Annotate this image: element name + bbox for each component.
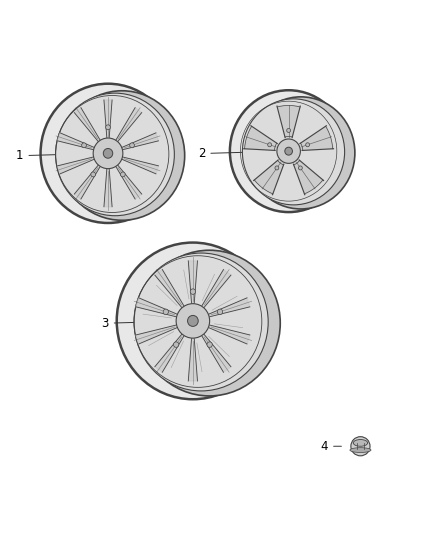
Polygon shape xyxy=(57,157,94,174)
Ellipse shape xyxy=(277,139,300,163)
Polygon shape xyxy=(104,169,112,207)
Text: 1: 1 xyxy=(16,149,23,162)
Ellipse shape xyxy=(298,166,302,170)
Ellipse shape xyxy=(59,91,185,220)
Ellipse shape xyxy=(41,84,176,223)
Ellipse shape xyxy=(353,440,367,446)
Text: 4: 4 xyxy=(321,440,328,453)
Polygon shape xyxy=(188,338,198,381)
Ellipse shape xyxy=(285,147,293,155)
Polygon shape xyxy=(155,270,184,308)
Polygon shape xyxy=(57,133,94,150)
Polygon shape xyxy=(122,157,159,174)
Ellipse shape xyxy=(56,93,174,216)
Polygon shape xyxy=(116,108,142,141)
Polygon shape xyxy=(254,160,284,195)
Ellipse shape xyxy=(217,309,223,314)
Polygon shape xyxy=(188,261,198,303)
Ellipse shape xyxy=(120,172,125,177)
Ellipse shape xyxy=(268,143,272,147)
Polygon shape xyxy=(122,133,159,150)
Ellipse shape xyxy=(187,316,198,326)
Ellipse shape xyxy=(247,97,355,209)
Ellipse shape xyxy=(173,342,179,348)
Ellipse shape xyxy=(275,166,279,170)
Ellipse shape xyxy=(134,253,268,391)
Ellipse shape xyxy=(230,90,347,212)
Polygon shape xyxy=(277,106,300,138)
Ellipse shape xyxy=(176,304,210,338)
Polygon shape xyxy=(244,126,277,150)
Ellipse shape xyxy=(103,149,113,158)
Polygon shape xyxy=(136,298,177,317)
Polygon shape xyxy=(202,335,231,372)
Polygon shape xyxy=(136,325,177,344)
Ellipse shape xyxy=(138,250,280,396)
Polygon shape xyxy=(202,270,231,308)
Ellipse shape xyxy=(117,243,269,399)
Ellipse shape xyxy=(93,138,123,168)
Ellipse shape xyxy=(287,128,290,133)
Polygon shape xyxy=(104,100,112,138)
Ellipse shape xyxy=(91,172,95,177)
Polygon shape xyxy=(74,108,100,141)
Ellipse shape xyxy=(190,289,195,294)
Ellipse shape xyxy=(306,143,310,147)
Ellipse shape xyxy=(350,448,371,453)
Text: 2: 2 xyxy=(198,147,205,160)
Polygon shape xyxy=(155,335,184,372)
Ellipse shape xyxy=(163,309,169,314)
Polygon shape xyxy=(74,165,100,199)
Ellipse shape xyxy=(81,143,86,148)
Ellipse shape xyxy=(351,437,370,456)
Polygon shape xyxy=(300,126,334,150)
Polygon shape xyxy=(293,160,324,195)
Ellipse shape xyxy=(130,143,134,148)
Polygon shape xyxy=(209,298,250,317)
Text: 3: 3 xyxy=(101,317,109,329)
Ellipse shape xyxy=(242,99,345,205)
Polygon shape xyxy=(209,325,250,344)
Ellipse shape xyxy=(207,342,212,348)
Ellipse shape xyxy=(106,125,110,130)
Polygon shape xyxy=(116,165,142,199)
